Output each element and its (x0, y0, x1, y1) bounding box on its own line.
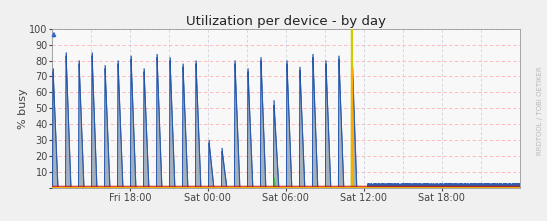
Text: RRDTOOL / TOBI OETIKER: RRDTOOL / TOBI OETIKER (537, 66, 543, 155)
Title: Utilization per device - by day: Utilization per device - by day (186, 15, 386, 28)
Y-axis label: % busy: % busy (18, 88, 28, 129)
